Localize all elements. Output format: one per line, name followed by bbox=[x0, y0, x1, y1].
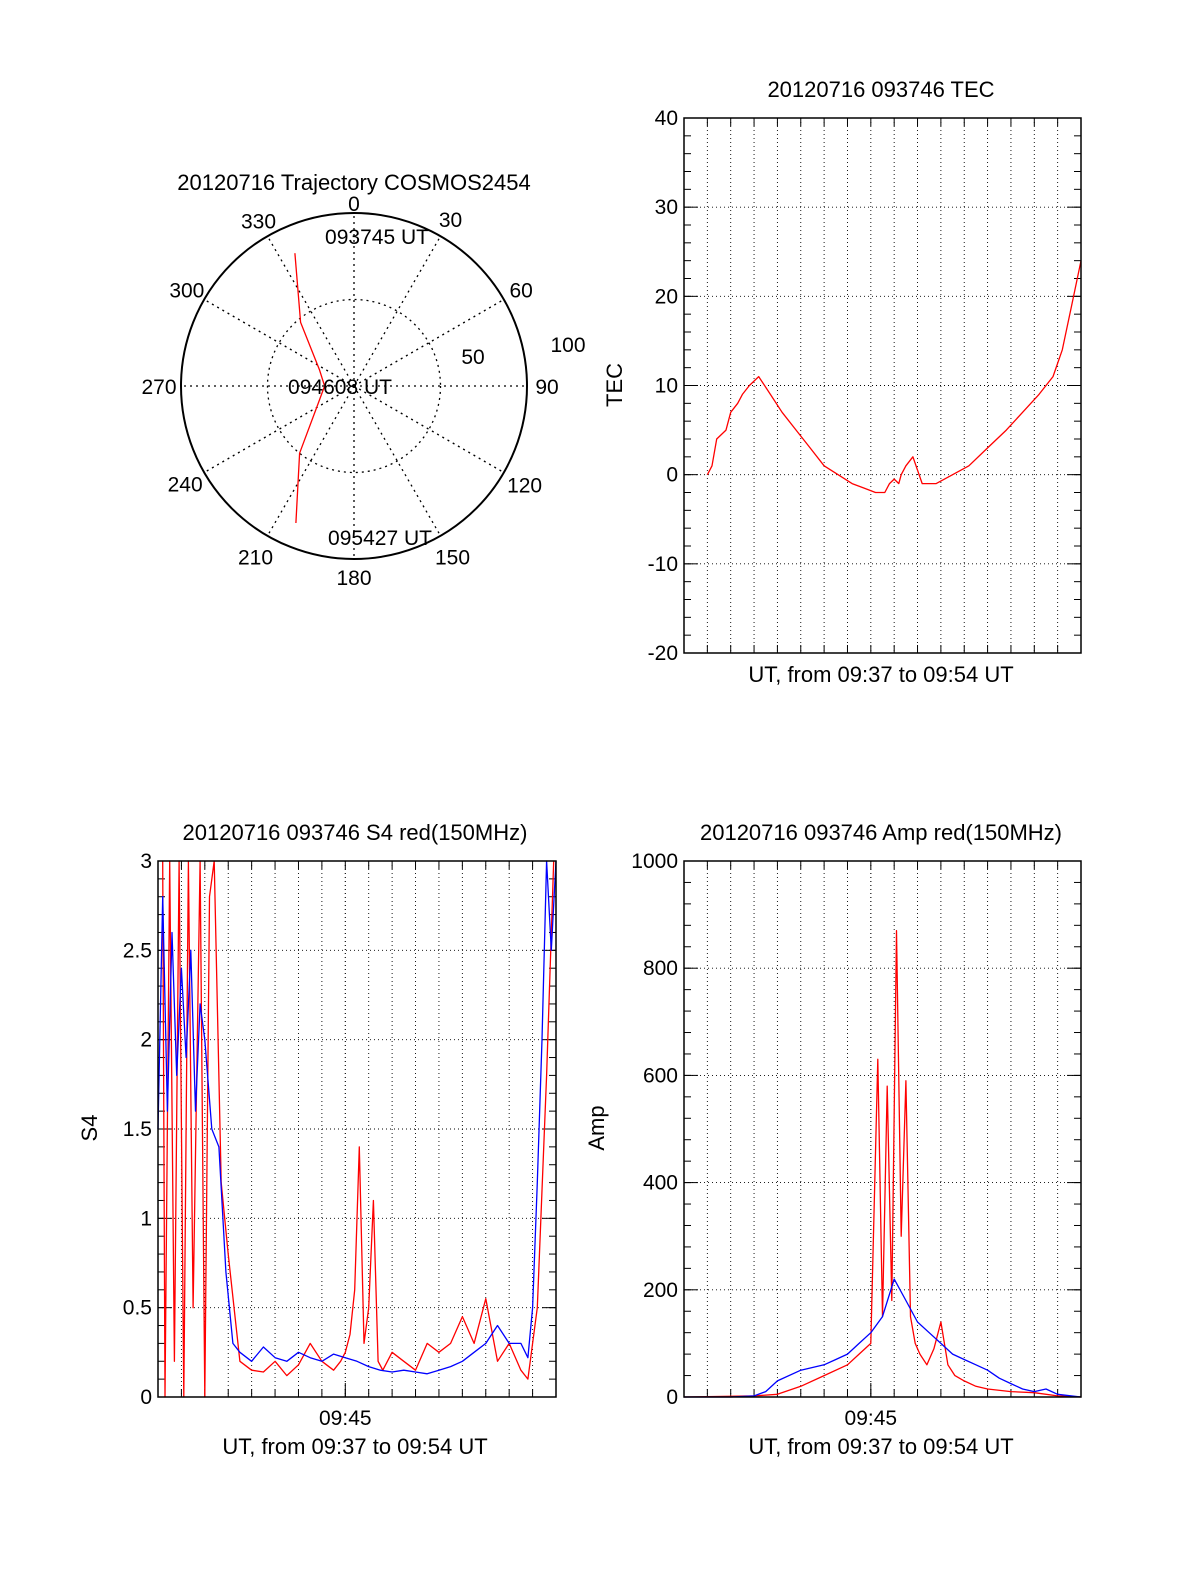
y-tick-label: 0 bbox=[666, 464, 678, 487]
polar-angle-label: 210 bbox=[238, 547, 273, 570]
tec-title: 20120716 093746 TEC bbox=[767, 77, 994, 102]
y-tick-label: 10 bbox=[655, 375, 678, 398]
series-line-1 bbox=[706, 260, 1082, 494]
y-tick-label: 2 bbox=[140, 1029, 152, 1052]
s4-ylabel: S4 bbox=[77, 1115, 102, 1142]
polar-angle-label: 240 bbox=[168, 474, 203, 497]
polar-title: 20120716 Trajectory COSMOS2454 bbox=[177, 170, 530, 195]
polar-angle-label: 90 bbox=[535, 376, 558, 399]
series-line-1 bbox=[683, 930, 1082, 1398]
polar-radial-label: 100 bbox=[550, 334, 585, 357]
series-line-2 bbox=[684, 1278, 1082, 1398]
polar-angle-label: 30 bbox=[439, 209, 462, 232]
y-tick-label: 0.5 bbox=[123, 1297, 152, 1320]
polar-spoke bbox=[266, 385, 355, 537]
s4-panel: 20120716 093746 S4 red(150MHz) UT, from … bbox=[77, 820, 557, 1459]
y-tick-label: 20 bbox=[655, 285, 678, 308]
y-tick-label: -10 bbox=[648, 553, 678, 576]
polar-angle-label: 60 bbox=[509, 280, 532, 303]
series-line-2 bbox=[157, 860, 557, 1375]
polar-spoke bbox=[203, 385, 355, 474]
x-tick-label: 09:45 bbox=[319, 1407, 372, 1430]
tec-ylabel: TEC bbox=[602, 363, 627, 407]
y-tick-label: 800 bbox=[643, 957, 678, 980]
polar-angle-label: 330 bbox=[241, 211, 276, 234]
polar-radial-label: 50 bbox=[461, 346, 484, 369]
polar-angle-label: 0 bbox=[348, 193, 360, 216]
polar-time-annotation: 094608 UT bbox=[288, 376, 392, 399]
y-tick-label: 0 bbox=[666, 1386, 678, 1409]
y-tick-label: 40 bbox=[655, 107, 678, 130]
polar-time-annotation: 095427 UT bbox=[328, 527, 432, 550]
polar-trajectory-panel: 20120716 Trajectory COSMOS2454 0 30 60 90 12… bbox=[141, 170, 585, 590]
y-tick-label: 3 bbox=[140, 850, 152, 873]
amp-panel: 20120716 093746 Amp red(150MHz) UT, from… bbox=[584, 820, 1082, 1459]
y-tick-label: 200 bbox=[643, 1279, 678, 1302]
amp-xlabel: UT, from 09:37 to 09:54 UT bbox=[748, 1434, 1013, 1459]
polar-angle-label: 120 bbox=[507, 475, 542, 498]
polar-spoke bbox=[266, 235, 355, 387]
polar-angle-label: 150 bbox=[435, 547, 470, 570]
plot-frame bbox=[683, 860, 1082, 1398]
y-tick-label: 30 bbox=[655, 196, 678, 219]
y-tick-label: 1.5 bbox=[123, 1118, 152, 1141]
plot-frame bbox=[683, 117, 1082, 654]
amp-ylabel: Amp bbox=[584, 1105, 609, 1150]
amp-title: 20120716 093746 Amp red(150MHz) bbox=[700, 820, 1062, 845]
s4-xlabel: UT, from 09:37 to 09:54 UT bbox=[222, 1434, 487, 1459]
tec-panel: 20120716 093746 TEC UT, from 09:37 to 09… bbox=[602, 77, 1082, 687]
polar-grid-circle bbox=[266, 298, 442, 474]
plot-frame bbox=[157, 860, 557, 1398]
y-tick-label: 400 bbox=[643, 1172, 678, 1195]
polar-angle-label: 180 bbox=[336, 567, 371, 590]
polar-outer-circle bbox=[180, 212, 528, 560]
polar-trajectory-line bbox=[294, 253, 326, 524]
y-tick-label: 1000 bbox=[631, 850, 678, 873]
polar-spoke bbox=[353, 385, 442, 537]
polar-spoke bbox=[353, 298, 505, 387]
y-tick-label: 1 bbox=[140, 1207, 152, 1230]
y-tick-label: 600 bbox=[643, 1064, 678, 1087]
tec-xlabel: UT, from 09:37 to 09:54 UT bbox=[748, 662, 1013, 687]
y-tick-label: 2.5 bbox=[123, 939, 152, 962]
polar-angle-label: 300 bbox=[169, 280, 204, 303]
polar-spoke bbox=[353, 385, 505, 474]
y-tick-label: -20 bbox=[648, 642, 678, 665]
polar-angle-label: 270 bbox=[141, 376, 176, 399]
polar-spoke bbox=[203, 298, 355, 387]
polar-spoke bbox=[353, 235, 442, 387]
y-tick-label: 0 bbox=[140, 1386, 152, 1409]
polar-time-annotation: 093745 UT bbox=[325, 226, 429, 249]
x-tick-label: 09:45 bbox=[845, 1407, 898, 1430]
s4-title: 20120716 093746 S4 red(150MHz) bbox=[183, 820, 528, 845]
